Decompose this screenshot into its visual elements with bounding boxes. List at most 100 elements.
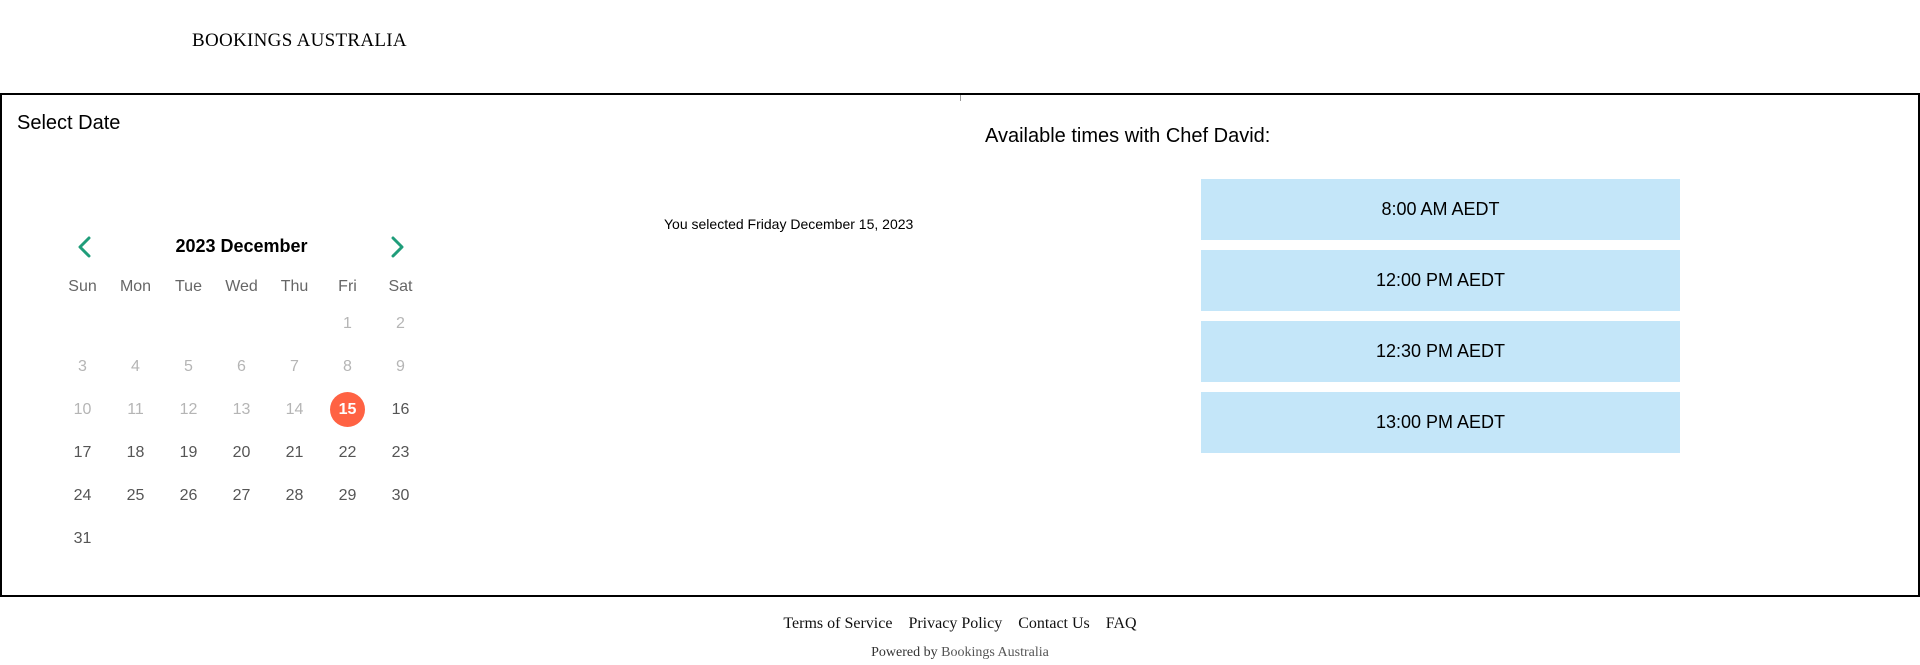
powered-by-link[interactable]: Bookings Australia <box>941 645 1049 660</box>
time-slot-button[interactable]: 12:30 PM AEDT <box>1201 321 1680 382</box>
contact-us-link[interactable]: Contact Us <box>1018 615 1090 632</box>
calendar-day-number: 17 <box>73 443 92 461</box>
chevron-right-icon <box>391 236 404 258</box>
calendar-day-number: 12 <box>179 400 198 418</box>
time-slot-list: 8:00 AM AEDT 12:00 PM AEDT 12:30 PM AEDT 13… <box>1201 179 1680 463</box>
calendar-day[interactable]: 28 <box>268 474 321 517</box>
weekday-label: Tue <box>175 278 202 295</box>
calendar-day-number: 1 <box>343 314 352 332</box>
weekday-label: Wed <box>225 278 258 295</box>
booking-panel: Select Date 2023 December Sun Mon Tue Wed Th… <box>0 93 1920 597</box>
select-date-heading: Select Date <box>17 112 121 134</box>
calendar-day-number: 2 <box>396 314 405 332</box>
calendar-day-number: 23 <box>391 443 410 461</box>
calendar-day: 5 <box>162 345 215 388</box>
calendar-day-number: 25 <box>126 486 145 504</box>
calendar-day-number: 19 <box>179 443 198 461</box>
calendar-day[interactable]: 31 <box>56 517 109 560</box>
calendar-day-number: 26 <box>179 486 198 504</box>
calendar-day[interactable]: 23 <box>374 431 427 474</box>
calendar-blank-cell <box>215 302 268 345</box>
calendar-day[interactable]: 25 <box>109 474 162 517</box>
time-slot-button[interactable]: 13:00 PM AEDT <box>1201 392 1680 453</box>
calendar-day-number: 7 <box>290 357 299 375</box>
weekday-label: Sat <box>388 278 413 295</box>
calendar-day-number: 20 <box>232 443 251 461</box>
time-slot-button[interactable]: 8:00 AM AEDT <box>1201 179 1680 240</box>
calendar-day-number: 16 <box>391 400 410 418</box>
previous-month-button[interactable] <box>70 232 100 262</box>
calendar-day[interactable]: 22 <box>321 431 374 474</box>
calendar-day-number: 21 <box>285 443 304 461</box>
calendar-day: 1 <box>321 302 374 345</box>
calendar-day: 7 <box>268 345 321 388</box>
weekday-label: Mon <box>119 278 152 295</box>
privacy-policy-link[interactable]: Privacy Policy <box>908 615 1003 632</box>
calendar-day-number: 15 <box>330 392 365 427</box>
calendar-day[interactable]: 30 <box>374 474 427 517</box>
footer-links: Terms of Service Privacy Policy Contact Us… <box>0 615 1920 633</box>
calendar-month-title: 2023 December <box>175 236 308 256</box>
calendar-day: 4 <box>109 345 162 388</box>
calendar-blank-cell <box>268 302 321 345</box>
calendar-day-number: 6 <box>237 357 246 375</box>
calendar-day[interactable]: 20 <box>215 431 268 474</box>
weekday-label: Thu <box>280 278 309 295</box>
calendar-day[interactable]: 24 <box>56 474 109 517</box>
calendar-day-number: 9 <box>396 357 405 375</box>
calendar-day-number: 24 <box>73 486 92 504</box>
weekday-label: Fri <box>338 278 357 295</box>
calendar-day: 6 <box>215 345 268 388</box>
calendar-day-number: 29 <box>338 486 357 504</box>
calendar-day-number: 14 <box>285 400 304 418</box>
powered-by-prefix: Powered by <box>871 645 938 660</box>
calendar-day[interactable]: 19 <box>162 431 215 474</box>
powered-by: Powered by Bookings Australia <box>0 645 1920 661</box>
terms-of-service-link[interactable]: Terms of Service <box>783 615 893 632</box>
calendar-day[interactable]: 26 <box>162 474 215 517</box>
calendar-day[interactable]: 17 <box>56 431 109 474</box>
calendar-day-number: 28 <box>285 486 304 504</box>
calendar-day-number: 22 <box>338 443 357 461</box>
faq-link[interactable]: FAQ <box>1105 615 1137 632</box>
calendar-day[interactable]: 29 <box>321 474 374 517</box>
calendar-blank-cell <box>56 302 109 345</box>
calendar-day-number: 11 <box>127 400 144 418</box>
chevron-left-icon <box>78 236 91 258</box>
calendar-day-number: 8 <box>343 357 352 375</box>
panel-divider-mark <box>960 95 961 101</box>
time-slot-button[interactable]: 12:00 PM AEDT <box>1201 250 1680 311</box>
calendar-day-number: 3 <box>78 357 87 375</box>
calendar-day-number: 18 <box>126 443 145 461</box>
calendar-day: 8 <box>321 345 374 388</box>
calendar-day: 9 <box>374 345 427 388</box>
calendar-day: 13 <box>215 388 268 431</box>
brand-logo-text[interactable]: BOOKINGS AUSTRALIA <box>192 30 407 51</box>
available-times-heading: Available times with Chef David: <box>985 125 1271 147</box>
calendar-day[interactable]: 27 <box>215 474 268 517</box>
calendar-day-number: 10 <box>73 400 92 418</box>
calendar-day-selected[interactable]: 15 <box>321 388 374 431</box>
next-month-button[interactable] <box>382 232 412 262</box>
calendar-day-number: 5 <box>184 357 193 375</box>
calendar-day: 11 <box>109 388 162 431</box>
calendar-day: 14 <box>268 388 321 431</box>
calendar-day: 12 <box>162 388 215 431</box>
calendar-day[interactable]: 21 <box>268 431 321 474</box>
calendar-day[interactable]: 16 <box>374 388 427 431</box>
selected-date-text: You selected Friday December 15, 2023 <box>664 216 914 232</box>
calendar-day: 2 <box>374 302 427 345</box>
calendar: 2023 December Sun Mon Tue Wed Thu Fri Sat 1 2 3 4 5… <box>56 232 427 560</box>
calendar-day[interactable]: 18 <box>109 431 162 474</box>
calendar-day: 3 <box>56 345 109 388</box>
calendar-grid: Sun Mon Tue Wed Thu Fri Sat 1 2 3 4 5 6 7 8 9 10 11 12 13 14… <box>56 272 427 560</box>
calendar-header: 2023 December <box>56 232 427 266</box>
calendar-day: 10 <box>56 388 109 431</box>
calendar-day-number: 13 <box>232 400 251 418</box>
calendar-day-number: 30 <box>391 486 410 504</box>
calendar-day-number: 27 <box>232 486 251 504</box>
calendar-day-number: 4 <box>131 357 140 375</box>
weekday-label: Sun <box>68 278 97 295</box>
calendar-day-number: 31 <box>73 529 92 547</box>
calendar-blank-cell <box>109 302 162 345</box>
